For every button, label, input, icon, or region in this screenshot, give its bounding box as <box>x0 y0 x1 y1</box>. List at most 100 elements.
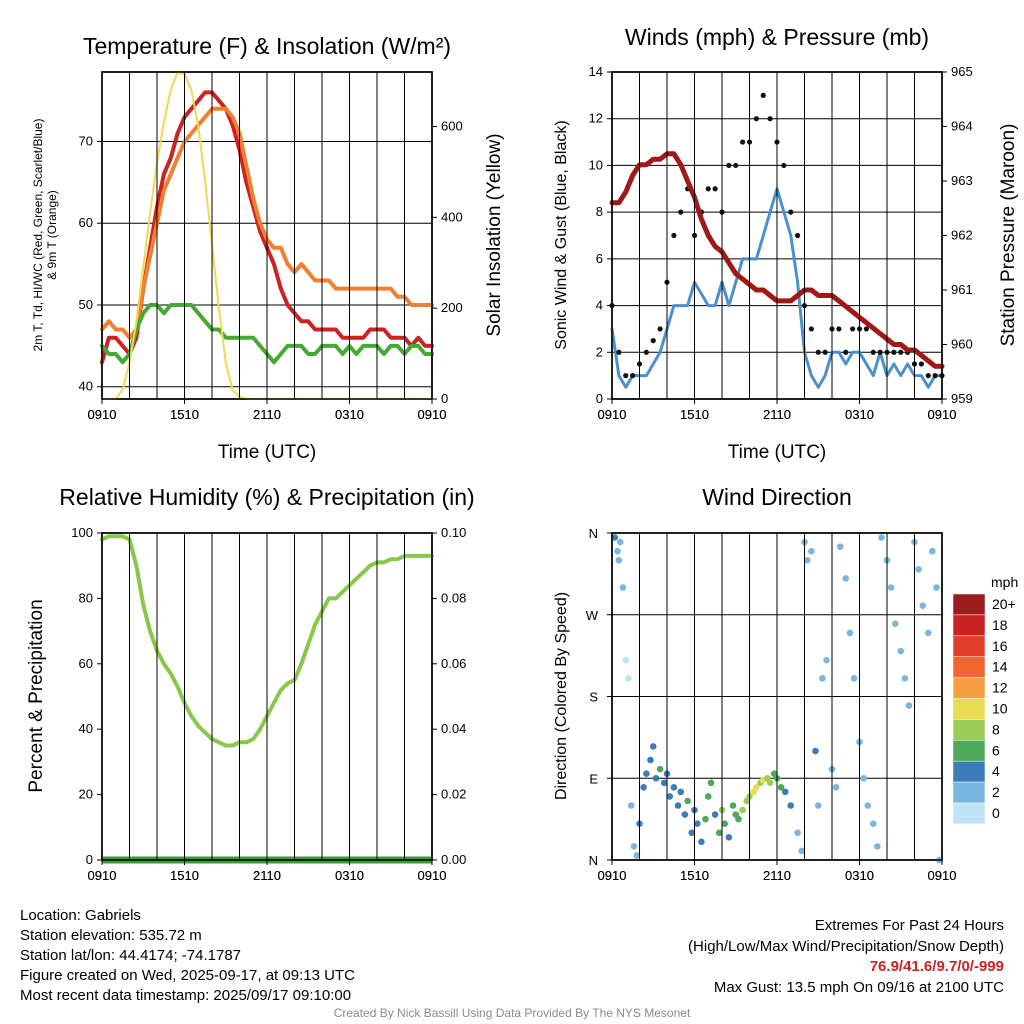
direction-point <box>670 784 678 791</box>
gust-point <box>795 232 801 239</box>
direction-point <box>707 779 715 787</box>
y-tick-label: 80 <box>79 590 93 605</box>
credit-text: Created By Nick Bassill Using Data Provi… <box>333 1006 691 1020</box>
x-tick-label: 2110 <box>763 407 791 422</box>
y2-tick-label: 0.08 <box>441 590 466 605</box>
x-tick-label: 0910 <box>88 868 117 883</box>
y-tick-label: 50 <box>79 297 93 312</box>
direction-point <box>846 629 854 637</box>
x-tick-label: 2110 <box>763 868 791 883</box>
gust-point <box>753 116 759 122</box>
gust-point <box>808 326 814 332</box>
direction-point <box>874 843 881 850</box>
direction-point <box>924 629 932 637</box>
y2-tick-label: 961 <box>951 282 973 297</box>
gust-point <box>623 373 629 379</box>
legend-swatch <box>952 656 986 678</box>
direction-point <box>887 584 895 591</box>
direction-point <box>836 543 844 550</box>
direction-point <box>860 774 867 782</box>
chart-title: Relative Humidity (%) & Precipitation (i… <box>59 484 474 510</box>
direction-point <box>891 620 899 628</box>
direction-point <box>614 547 621 555</box>
direction-point <box>711 811 719 818</box>
extremes-values: 76.9/41.6/9.7/0/-999 <box>869 958 1004 975</box>
direction-point <box>901 675 909 682</box>
y2-tick-label: 959 <box>951 391 973 406</box>
x-tick-label: 0910 <box>88 868 117 883</box>
gust-point <box>898 349 904 355</box>
gust-point <box>657 326 663 332</box>
x-tick-label: 2110 <box>253 407 281 422</box>
humidity-panel: 0910 1510 2110 0310 09100204060801000.000.02… <box>26 484 475 883</box>
legend-label: 10 <box>992 701 1008 717</box>
direction-point <box>869 820 877 827</box>
gust-point <box>726 162 732 169</box>
direction-point <box>864 802 872 809</box>
plot-frame <box>101 71 433 400</box>
direction-point <box>781 788 789 796</box>
y-tick-label: 12 <box>589 111 603 126</box>
y2-tick-label: 200 <box>441 300 463 315</box>
direction-point <box>878 534 885 541</box>
y-axis-label: Direction (Colored By Speed) <box>553 592 570 800</box>
x-axis-label: Time (UTC) <box>728 442 827 463</box>
y-tick-label: 40 <box>79 379 93 394</box>
y2-tick-label: 962 <box>951 228 973 243</box>
direction-point <box>823 656 830 664</box>
y2-tick-label: 963 <box>951 173 973 188</box>
y-axis-label-line1: 2m T, Td, HI/WC (Red, Green, Scarlet/Blu… <box>31 119 45 352</box>
gust-point <box>643 349 649 355</box>
y2-tick-label: 965 <box>951 64 973 79</box>
direction-point <box>677 788 685 796</box>
gust-point <box>630 373 636 379</box>
x-tick-label: 1510 <box>680 407 709 422</box>
legend-swatch <box>952 719 986 741</box>
gust-point <box>891 349 897 355</box>
direction-point <box>649 743 657 750</box>
gust-point <box>678 209 684 215</box>
legend-swatch <box>952 740 986 762</box>
direction-point <box>715 829 723 837</box>
y-tick-label: 0 <box>596 391 603 406</box>
direction-point <box>808 547 815 555</box>
y-tick-label: 70 <box>79 133 93 148</box>
direction-point <box>850 675 858 682</box>
gust-point <box>850 326 856 332</box>
max-gust-text: Max Gust: 13.5 mph On 09/16 at 2100 UTC <box>713 978 1004 996</box>
x-tick-label: 0910 <box>928 407 957 422</box>
chart-title: Wind Direction <box>702 484 852 510</box>
direction-point <box>812 747 819 755</box>
x-tick-label: 0310 <box>845 407 874 422</box>
y-axis-label: Percent & Precipitation <box>26 599 47 792</box>
direction-point <box>698 838 705 846</box>
direction-point <box>630 843 638 850</box>
direction-point <box>933 584 940 591</box>
x-tick-label: 0310 <box>845 407 874 422</box>
legend-label: 8 <box>992 721 1000 737</box>
gust-point <box>740 139 746 145</box>
location-text: Location: Gabriels <box>20 907 141 924</box>
x-tick-label: 0310 <box>335 407 364 422</box>
extremes-title: Extremes For Past 24 Hours <box>814 917 1004 934</box>
direction-point <box>627 802 635 809</box>
legend-label: 6 <box>992 742 1000 758</box>
winds-panel: 0910 1510 2110 0310 091002468101214959960961… <box>553 24 1019 463</box>
direction-point <box>688 829 696 837</box>
direction-point <box>897 647 905 655</box>
recent-data-text: Most recent data timestamp: 2025/09/17 0… <box>20 987 352 1004</box>
x-tick-label: 0910 <box>598 407 627 422</box>
y-tick-label: S <box>589 690 598 705</box>
x-tick-label: 0910 <box>928 407 957 422</box>
gust-point <box>843 349 849 355</box>
direction-point <box>798 847 806 855</box>
direction-point <box>666 793 674 800</box>
station-info: Location: Gabriels Station elevation: 53… <box>20 906 355 1006</box>
direction-point <box>615 556 623 564</box>
x-tick-label: 0310 <box>335 868 364 883</box>
gust-point <box>877 349 883 355</box>
legend-swatch <box>952 614 986 637</box>
gust-point <box>760 92 766 98</box>
direction-point <box>616 538 624 546</box>
